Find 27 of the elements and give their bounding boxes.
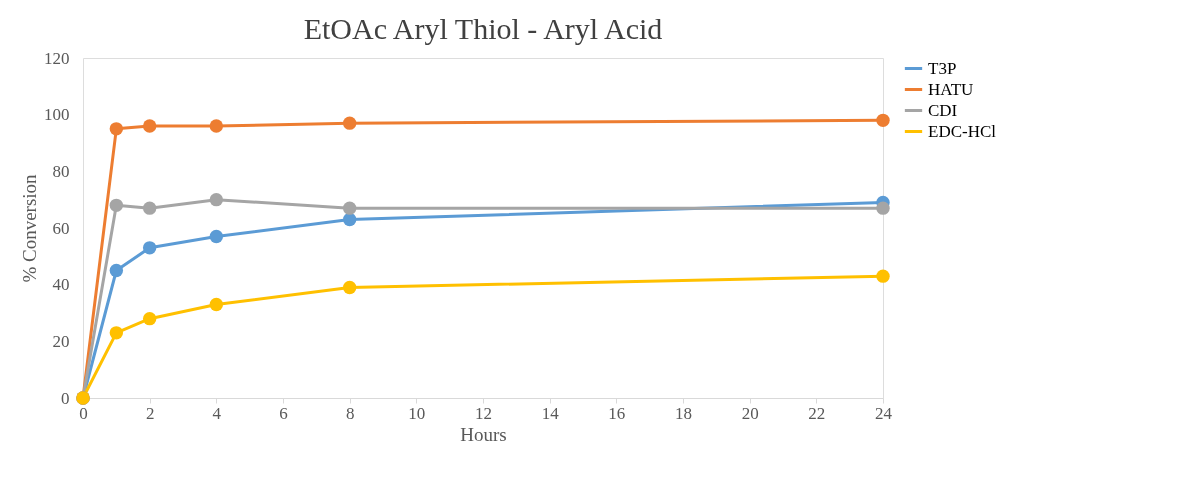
legend-label: EDC-HCl: [928, 121, 997, 141]
x-tick-label: 0: [79, 403, 88, 423]
x-tick-label: 8: [345, 403, 355, 423]
x-tick-label: 14: [541, 403, 560, 423]
x-tick-label: 16: [608, 403, 626, 423]
y-tick-label: 40: [52, 275, 70, 295]
y-tick-label: 20: [52, 331, 70, 351]
x-tick-label: 18: [675, 403, 692, 423]
x-tick-label: 12: [475, 403, 492, 423]
y-tick-label: 120: [44, 48, 70, 68]
y-axis-title: % Conversion: [19, 173, 40, 283]
x-tick-label: 24: [875, 403, 893, 423]
x-tick-label: 4: [212, 403, 222, 423]
x-tick-label: 2: [145, 403, 155, 423]
legend-label: CDI: [928, 100, 958, 120]
legend-label: T3P: [928, 58, 957, 78]
y-tick-label: 60: [52, 218, 70, 238]
legend-label: HATU: [928, 79, 974, 99]
chart-title: EtOAc Aryl Thiol - Aryl Acid: [303, 12, 663, 45]
y-tick-label: 80: [52, 161, 70, 181]
x-axis-title: Hours: [460, 423, 507, 445]
x-tick-label: 6: [279, 403, 288, 423]
y-tick-label: 0: [61, 388, 70, 408]
x-tick-label: 10: [408, 403, 426, 423]
x-tick-label: 22: [808, 403, 826, 423]
y-tick-label: 100: [44, 105, 70, 125]
x-tick-label: 20: [741, 403, 759, 423]
